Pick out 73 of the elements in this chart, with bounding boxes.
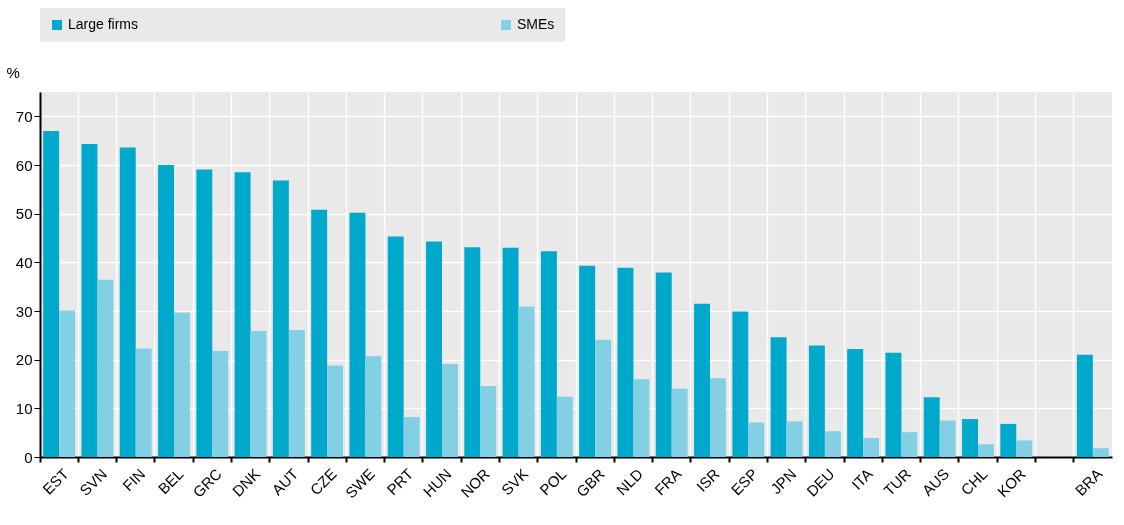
bar [540, 251, 557, 457]
bar [502, 247, 519, 457]
x-tick-label: ITA [848, 465, 876, 493]
bar [250, 330, 267, 457]
bar [939, 420, 956, 457]
bar [617, 267, 634, 457]
bar [403, 417, 420, 457]
bar [272, 180, 289, 457]
x-tick-label: TUR [880, 464, 915, 499]
bar [311, 209, 328, 457]
bar [694, 303, 710, 457]
x-tick-label: ISR [692, 464, 723, 495]
bar [923, 397, 940, 457]
bar [234, 172, 251, 457]
y-tick-label: 0 [24, 448, 33, 466]
bar [824, 431, 841, 457]
bar [671, 388, 688, 457]
bar [365, 356, 382, 457]
bar [808, 345, 825, 457]
legend-label: SMEs [517, 16, 555, 32]
bar [387, 236, 404, 457]
bar [464, 247, 481, 457]
bar [556, 396, 573, 457]
bar [978, 444, 994, 457]
x-tick-label: BEL [154, 465, 187, 498]
y-tick-label: 40 [15, 253, 33, 271]
bar [174, 312, 190, 457]
bar [1016, 440, 1033, 457]
x-tick-label: POL [536, 465, 570, 499]
bar [426, 241, 442, 457]
bar [1000, 423, 1017, 457]
bar [327, 365, 344, 457]
bar [579, 265, 596, 457]
bar [43, 130, 60, 457]
bar [518, 306, 535, 457]
bar [633, 379, 650, 457]
bar [196, 169, 213, 457]
y-tick-label: 20 [15, 351, 33, 369]
y-tick-label: 50 [15, 205, 33, 223]
bar [59, 310, 76, 457]
bar [119, 147, 136, 457]
y-tick-label: 10 [15, 399, 33, 417]
bar [1092, 448, 1109, 457]
bar [885, 352, 902, 457]
bar [288, 329, 305, 457]
bar [732, 311, 749, 457]
y-axis-title: % [6, 63, 20, 81]
bar [655, 272, 672, 457]
bar [962, 419, 978, 457]
bar [901, 432, 918, 457]
bar [863, 438, 880, 457]
bar [480, 385, 497, 457]
bar [442, 364, 458, 457]
bar [847, 348, 864, 457]
bar [135, 348, 152, 457]
x-tick-label: FIN [119, 465, 149, 495]
bar [349, 212, 366, 457]
bar [212, 350, 229, 457]
y-tick-label: 30 [15, 302, 33, 320]
bar [1076, 354, 1093, 457]
y-tick-label: 70 [15, 107, 33, 125]
x-tick-label: JPN [767, 465, 800, 498]
y-tick-label: 60 [15, 156, 33, 174]
bar [710, 378, 726, 457]
bar [786, 421, 803, 457]
bar [770, 337, 787, 457]
bar [158, 165, 174, 457]
x-tick-label: CHL [957, 465, 991, 499]
bar [595, 339, 612, 457]
bar [81, 144, 98, 457]
legend-label: Large firms [68, 16, 139, 32]
bar [97, 279, 114, 457]
bar [748, 422, 765, 457]
